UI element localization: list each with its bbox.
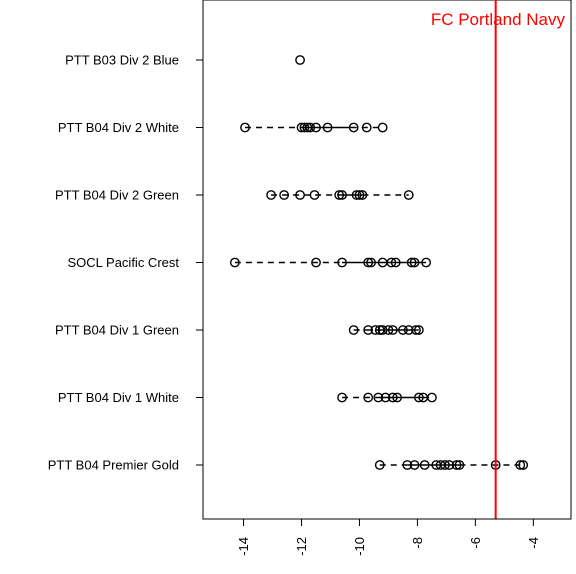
x-tick-label: -10	[352, 537, 367, 556]
data-point	[413, 325, 424, 335]
plot-frame	[202, 0, 572, 520]
category-row: PTT B04 Premier Gold	[48, 458, 529, 473]
data-point	[440, 460, 450, 470]
data-point	[392, 392, 403, 403]
data-point	[337, 257, 347, 268]
y-tick-label: SOCL Pacific Crest	[68, 255, 180, 270]
data-point	[380, 392, 391, 403]
rows-layer: PTT B03 Div 2 Blue PTT B04 Div 2 White PTT…	[48, 53, 529, 473]
data-point	[322, 122, 333, 133]
data-point	[409, 257, 420, 268]
data-point	[411, 325, 421, 335]
category-row: PTT B04 Div 2 Green	[55, 188, 414, 203]
data-point	[518, 460, 529, 470]
data-point	[361, 122, 372, 133]
data-point	[240, 122, 250, 133]
category-row: PTT B04 Div 1 Green	[55, 323, 424, 338]
data-point	[348, 122, 359, 133]
data-point	[229, 257, 240, 268]
y-tick-label: PTT B04 Premier Gold	[48, 458, 179, 473]
data-point	[413, 392, 424, 403]
data-point	[409, 460, 420, 470]
data-point	[421, 257, 432, 268]
x-tick-label: -6	[468, 537, 483, 549]
y-tick-label: PTT B03 Div 2 Blue	[65, 53, 179, 68]
category-row: PTT B04 Div 2 White	[58, 120, 388, 135]
data-point	[348, 325, 359, 335]
data-point	[295, 55, 305, 65]
x-tick-label: -14	[236, 537, 251, 556]
data-point	[451, 460, 462, 470]
data-point	[444, 460, 455, 470]
x-tick-label: -4	[526, 537, 541, 549]
data-point	[419, 460, 430, 470]
data-point	[390, 257, 401, 268]
data-point	[403, 325, 414, 335]
data-point	[295, 190, 305, 200]
data-point	[305, 122, 316, 133]
data-point	[406, 257, 417, 268]
data-point	[370, 325, 381, 335]
category-row: PTT B04 Div 1 White	[58, 390, 437, 405]
data-point	[299, 122, 310, 133]
data-point	[387, 392, 398, 403]
x-tick-label: -8	[410, 537, 425, 549]
data-point	[402, 460, 413, 470]
y-tick-label: PTT B04 Div 2 Green	[55, 188, 179, 203]
data-point	[454, 460, 465, 470]
data-point	[377, 122, 388, 133]
data-point	[363, 325, 374, 335]
data-point	[383, 325, 394, 335]
x-tick-label: -12	[294, 537, 309, 556]
data-point	[309, 190, 320, 200]
y-tick-label: PTT B04 Div 1 Green	[55, 323, 179, 338]
data-point	[311, 122, 321, 133]
data-point	[311, 257, 321, 268]
reference-layer: FC Portland Navy	[431, 0, 566, 519]
y-tick-label: PTT B04 Div 1 White	[58, 390, 179, 405]
data-point	[363, 392, 374, 403]
data-point	[387, 325, 398, 335]
data-point	[351, 190, 362, 200]
data-point	[337, 392, 347, 403]
data-point	[334, 190, 345, 200]
category-row: SOCL Pacific Crest	[68, 255, 432, 270]
x-axis: -14 -12 -10 -8 -6 -4	[236, 518, 541, 556]
data-point	[427, 392, 437, 403]
data-point	[357, 190, 368, 200]
data-point	[377, 325, 388, 335]
category-row: PTT B03 Div 2 Blue	[65, 53, 305, 68]
data-point	[374, 460, 385, 470]
data-point	[366, 257, 376, 268]
data-point	[515, 460, 526, 470]
data-point	[279, 190, 290, 200]
data-point	[403, 190, 414, 200]
data-point	[337, 190, 347, 200]
data-point	[398, 325, 408, 335]
y-tick-label: PTT B04 Div 2 White	[58, 120, 179, 135]
data-point	[266, 190, 276, 200]
data-point	[363, 257, 374, 268]
data-point	[386, 257, 397, 268]
data-point	[373, 392, 384, 403]
data-point	[354, 190, 365, 200]
reference-line-label: FC Portland Navy	[431, 10, 566, 29]
